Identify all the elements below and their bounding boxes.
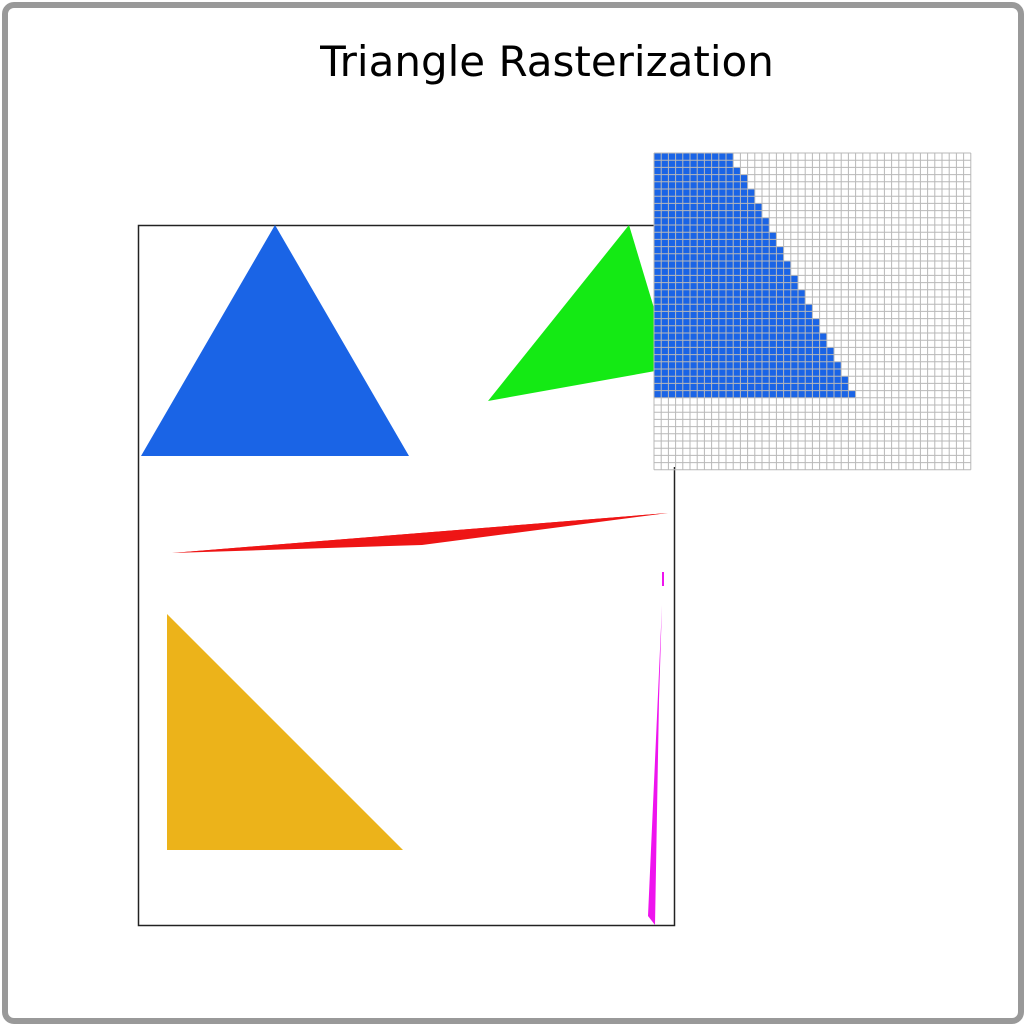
zoom-filled-row	[654, 160, 734, 168]
magenta-thin-triangle	[648, 605, 662, 925]
zoom-filled-row	[654, 318, 820, 326]
blue-triangle	[141, 225, 409, 456]
zoom-filled-row	[654, 174, 748, 182]
zoom-filled-row	[654, 354, 834, 362]
zoom-filled-row	[654, 289, 806, 297]
zoom-filled-row	[654, 210, 762, 218]
zoom-filled-row	[654, 383, 849, 391]
zoom-inset	[653, 152, 972, 471]
magenta-fragment	[662, 572, 664, 586]
zoom-filled-row	[654, 181, 748, 189]
page-title: Triangle Rasterization	[320, 37, 774, 86]
zoom-filled-row	[654, 153, 734, 161]
red-thin-triangle-edge	[172, 513, 668, 553]
zoom-filled-row	[654, 347, 834, 355]
zoom-filled-row	[654, 203, 762, 211]
zoom-filled-row	[654, 268, 791, 276]
zoom-filled-row	[654, 261, 791, 269]
zoom-pixel-grid	[653, 152, 972, 471]
green-triangle	[488, 225, 672, 401]
zoom-filled-row	[654, 239, 777, 247]
zoom-filled-row	[654, 232, 777, 240]
zoom-filled-row	[654, 376, 849, 384]
zoom-filled-row	[654, 325, 820, 333]
zoom-filled-row	[654, 297, 806, 305]
yellow-triangle	[167, 614, 403, 850]
